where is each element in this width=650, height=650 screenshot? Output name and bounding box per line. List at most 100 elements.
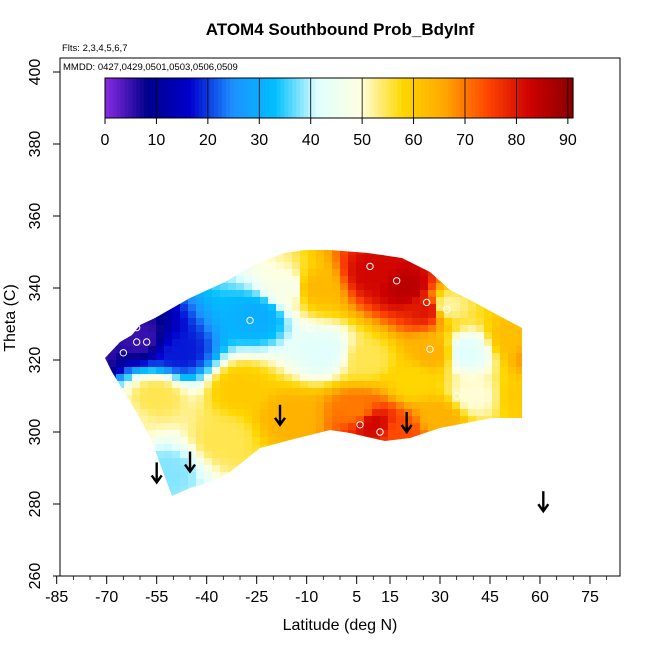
heatmap-cell <box>172 269 181 277</box>
heatmap-cell <box>420 346 429 354</box>
heatmap-cell <box>372 283 381 291</box>
heatmap-cell <box>132 339 141 347</box>
heatmap-cell <box>388 276 397 284</box>
colorbar: 0 10 20 30 40 50 60 70 80 90 <box>101 77 577 149</box>
heatmap-cell <box>364 255 373 263</box>
colorbar-cell <box>116 78 122 118</box>
heatmap-cell <box>116 416 125 424</box>
heatmap-cell <box>196 311 205 319</box>
heatmap-cell <box>124 486 133 494</box>
heatmap-cell <box>468 430 477 438</box>
heatmap-cell <box>484 367 493 375</box>
heatmap-cell <box>252 444 261 452</box>
heatmap-cell <box>204 318 213 326</box>
heatmap-cell <box>508 472 517 480</box>
heatmap-cell <box>140 493 149 496</box>
heatmap-cell <box>124 304 133 312</box>
heatmap-cell <box>484 486 493 494</box>
heatmap-cell <box>105 458 109 466</box>
heatmap-cell <box>180 304 189 312</box>
heatmap-cell <box>468 250 477 256</box>
heatmap-cell <box>500 416 509 424</box>
heatmap-cell <box>372 409 381 417</box>
heatmap-cell <box>492 332 501 340</box>
heatmap-cell <box>396 493 405 496</box>
heatmap-cell <box>460 262 469 270</box>
heatmap-cell <box>268 465 277 473</box>
heatmap-cell <box>460 444 469 452</box>
heatmap-cell <box>468 472 477 480</box>
heatmap-cell <box>188 297 197 305</box>
y-tick-label: 380 <box>27 131 44 158</box>
colorbar-cell <box>272 78 278 118</box>
heatmap-cell <box>460 353 469 361</box>
heatmap-cell <box>148 304 157 312</box>
heatmap-cell <box>468 423 477 431</box>
heatmap-cell <box>252 388 261 396</box>
heatmap-cell <box>508 339 517 347</box>
heatmap-cell <box>508 269 517 277</box>
heatmap-cell <box>212 269 221 277</box>
heatmap-cell <box>524 444 532 451</box>
heatmap-cell <box>412 486 421 494</box>
heatmap-cell <box>412 290 421 298</box>
heatmap-cell <box>452 381 461 389</box>
heatmap-cell <box>172 318 181 326</box>
heatmap-cell <box>348 367 357 375</box>
heatmap-cell <box>436 402 445 410</box>
heatmap-cell <box>252 290 261 298</box>
heatmap-cell <box>356 346 365 354</box>
heatmap-cell <box>260 346 269 354</box>
heatmap-cell <box>180 250 189 256</box>
heatmap-cell <box>444 297 453 305</box>
heatmap-cell <box>436 458 445 466</box>
heatmap-cell <box>244 325 253 333</box>
heatmap-cell <box>284 346 293 354</box>
heatmap-cell <box>476 262 485 270</box>
heatmap-cell <box>388 451 397 459</box>
heatmap-cell <box>108 409 117 417</box>
heatmap-cell <box>188 493 197 496</box>
heatmap-cell <box>516 374 522 382</box>
heatmap-cell <box>460 381 469 389</box>
down-arrow <box>537 491 550 514</box>
heatmap-cell <box>116 472 125 480</box>
colorbar-tick-label: 40 <box>302 132 320 149</box>
heatmap-cell <box>228 255 237 263</box>
heatmap-cell <box>204 269 213 277</box>
heatmap-cell <box>476 332 485 340</box>
heatmap-cell <box>372 360 381 368</box>
heatmap-cell <box>220 409 229 417</box>
flight-point <box>392 277 401 285</box>
heatmap-cell <box>436 250 445 256</box>
heatmap-cell <box>164 367 173 375</box>
heatmap-cell <box>156 395 165 403</box>
heatmap-cell <box>140 297 149 305</box>
heatmap-cell <box>116 430 125 438</box>
heatmap-cell <box>380 318 389 326</box>
colorbar-cell <box>276 78 282 118</box>
heatmap-cell <box>444 493 453 496</box>
heatmap-cell <box>244 388 253 396</box>
down-arrow <box>184 451 196 474</box>
heatmap-cell <box>388 416 397 424</box>
heatmap-cell <box>388 402 397 410</box>
heatmap-cell <box>164 332 173 340</box>
heatmap-cell <box>412 276 421 284</box>
heatmap-cell <box>228 311 237 319</box>
heatmap-cell <box>316 388 325 396</box>
heatmap-cell <box>492 311 501 319</box>
heatmap-cell <box>212 374 221 382</box>
colorbar-cell <box>397 78 402 118</box>
heatmap-cell <box>172 423 181 431</box>
heatmap-cell <box>516 444 522 452</box>
heatmap-cell <box>324 430 333 438</box>
heatmap-cell <box>172 374 181 382</box>
heatmap-cell <box>220 311 229 319</box>
heatmap-cell <box>452 250 461 256</box>
heatmap-cell <box>364 486 373 494</box>
heatmap-cell <box>116 255 125 263</box>
colorbar-cell <box>194 78 200 118</box>
heatmap-cell <box>316 367 325 375</box>
heatmap-cell <box>260 311 269 319</box>
